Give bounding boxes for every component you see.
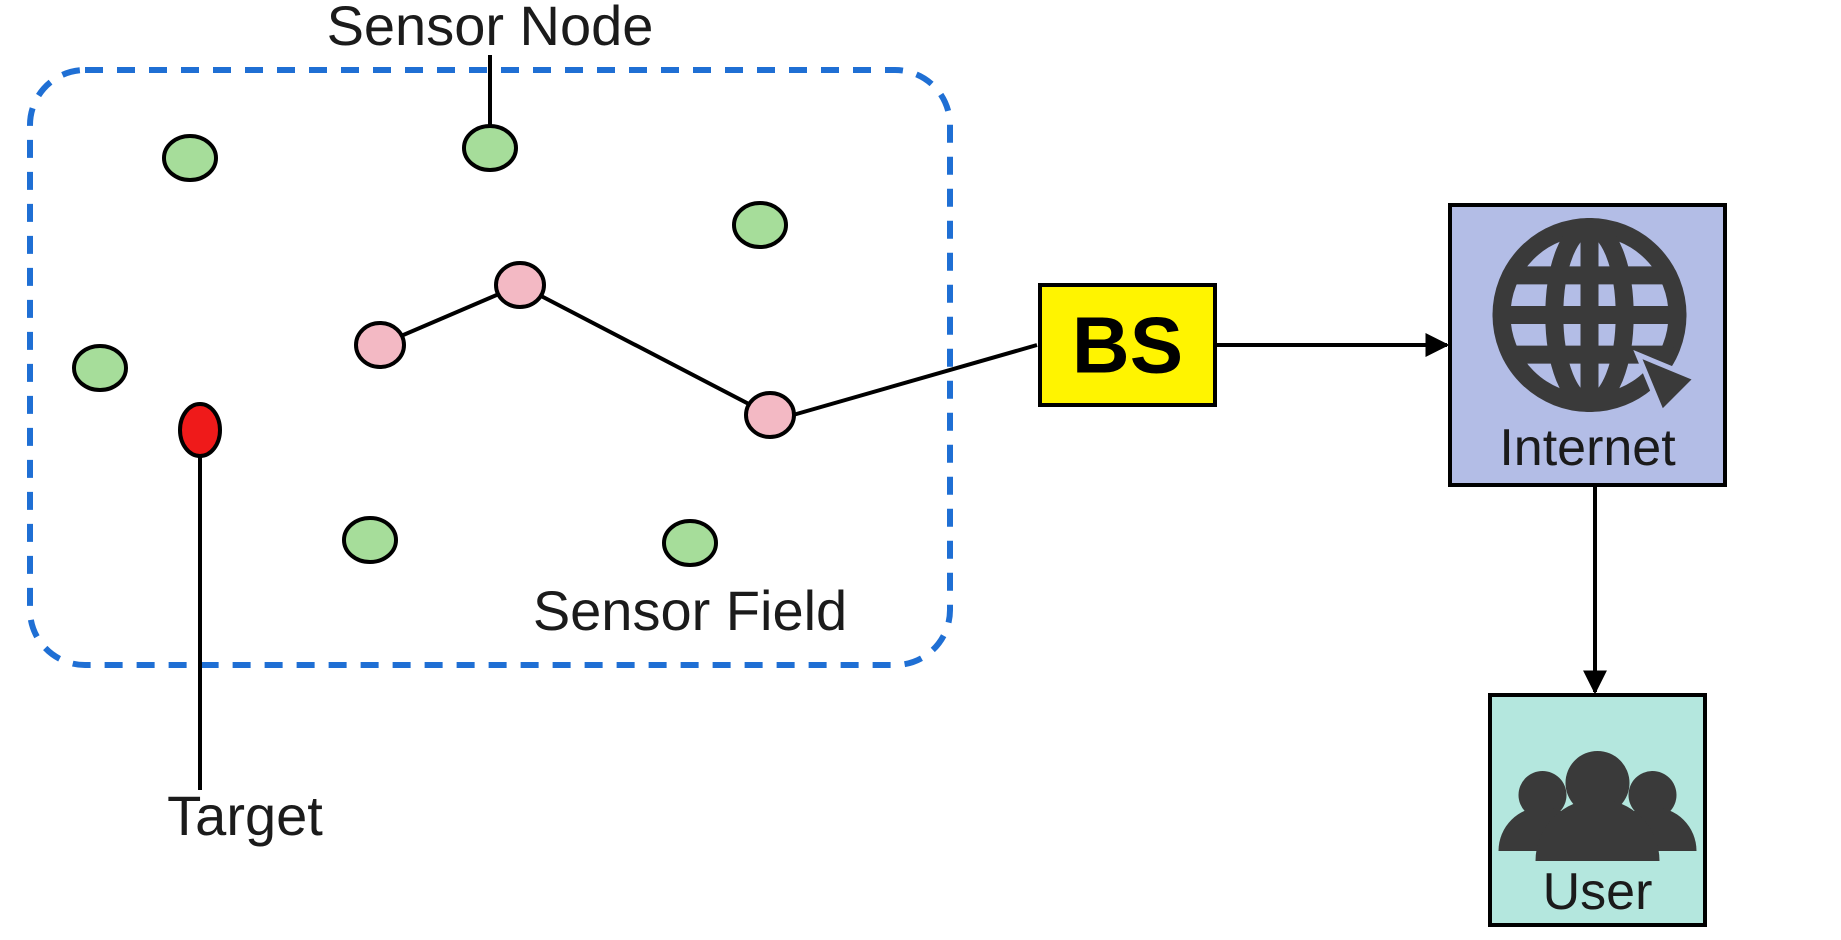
base-station-label: BS [1072, 301, 1183, 390]
routing-node [496, 263, 544, 307]
sensor-node [344, 518, 396, 562]
sensor-node-label: Sensor Node [327, 0, 654, 57]
internet-label: Internet [1499, 419, 1676, 477]
target-node [180, 404, 220, 456]
sensor-node [734, 203, 786, 247]
sensor-node [164, 136, 216, 180]
routing-edge [520, 285, 770, 415]
user-label: User [1543, 863, 1653, 921]
sensor-node [74, 346, 126, 390]
flow-arrow [793, 345, 1037, 415]
routing-node [356, 323, 404, 367]
sensor-node [464, 126, 516, 170]
sensor-field-label: Sensor Field [533, 579, 847, 642]
routing-node [746, 393, 794, 437]
target-label: Target [167, 784, 323, 847]
sensor-node [664, 521, 716, 565]
